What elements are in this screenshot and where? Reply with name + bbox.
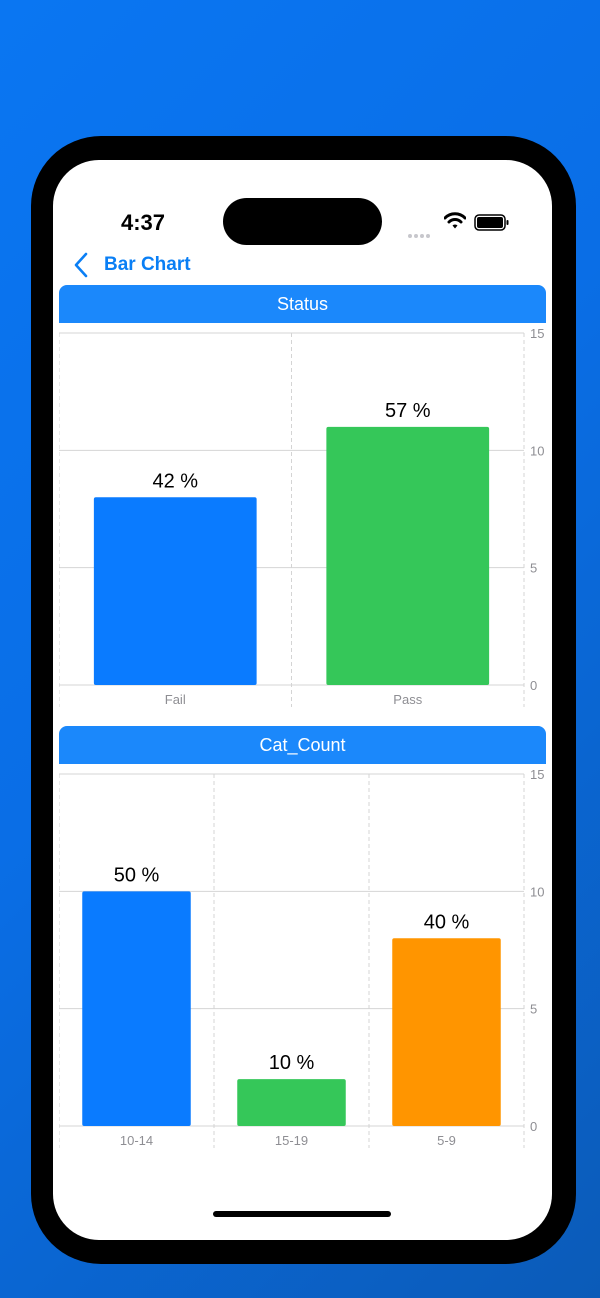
chevron-left-icon[interactable]: [73, 252, 89, 278]
chart-title: Cat_Count: [59, 726, 546, 764]
app-screen: 4:37 Bar Chart Status: [53, 160, 552, 1240]
bar-5-9: [392, 938, 501, 1126]
bar-15-19: [237, 1079, 346, 1126]
home-indicator: [213, 1211, 391, 1217]
dynamic-island: [223, 198, 382, 245]
cat-count-bar-chart: 0 5 10 15 50 % 10-14 10 % 15-19 40 % 5-9: [59, 767, 544, 1148]
x-tick-label: 10-14: [120, 1133, 153, 1148]
status-icons: [408, 212, 512, 238]
y-tick-label: 10: [530, 443, 544, 458]
x-tick-label: Fail: [165, 692, 186, 707]
navigation-bar: Bar Chart: [53, 244, 552, 288]
y-tick-label: 0: [530, 678, 537, 693]
cat-count-chart: Cat_Count 0 5 10 15 50 % 10-14 10 % 15-19 40 % 5-…: [59, 726, 546, 1148]
data-label: 50 %: [114, 864, 160, 886]
y-tick-label: 15: [530, 326, 544, 341]
wifi-icon: [444, 212, 466, 229]
back-button[interactable]: Bar Chart: [104, 254, 191, 275]
y-tick-label: 5: [530, 1002, 537, 1017]
data-label: 10 %: [269, 1052, 315, 1074]
bar-Pass: [326, 426, 490, 685]
status-bar-chart: 0 5 10 15 42 % Fail 57 % Pass: [59, 326, 544, 707]
bar-Fail: [93, 497, 257, 685]
battery-icon: [474, 214, 509, 231]
y-tick-label: 0: [530, 1119, 537, 1134]
x-tick-label: 5-9: [437, 1133, 456, 1148]
data-label: 42 %: [152, 470, 198, 492]
bar-10-14: [82, 891, 191, 1126]
chart-title: Status: [59, 285, 546, 323]
x-tick-label: 15-19: [275, 1133, 308, 1148]
y-tick-label: 10: [530, 884, 544, 899]
x-tick-label: Pass: [393, 692, 422, 707]
cellular-signal-icon: [408, 225, 432, 243]
status-time: 4:37: [121, 210, 166, 235]
data-label: 57 %: [385, 400, 431, 422]
y-tick-label: 15: [530, 767, 544, 782]
phone-frame: 4:37 Bar Chart Status: [31, 136, 576, 1264]
status-chart: Status 0 5 10 15 42 % Fail 57 % Pass: [59, 285, 546, 707]
data-label: 40 %: [424, 911, 470, 933]
y-tick-label: 5: [530, 561, 537, 576]
